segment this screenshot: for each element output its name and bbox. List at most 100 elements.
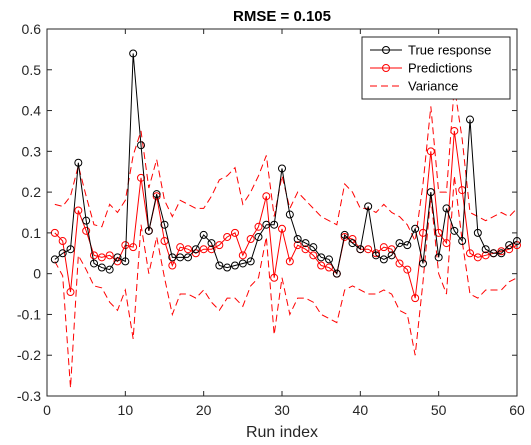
data-point-1 <box>223 232 232 241</box>
x-tick-label: 60 <box>509 402 525 418</box>
data-point-0 <box>513 237 521 246</box>
x-tick-label: 50 <box>431 402 447 418</box>
data-point-1 <box>82 226 91 235</box>
data-point-1 <box>301 245 310 254</box>
data-point-1 <box>66 288 75 297</box>
data-point-0 <box>434 253 443 262</box>
data-point-1 <box>97 253 106 262</box>
data-point-1 <box>379 243 388 252</box>
y-tick-label: -0.2 <box>17 347 41 363</box>
legend-label: Predictions <box>408 61 473 76</box>
data-point-0 <box>473 228 482 237</box>
x-tick-label: 0 <box>43 402 51 418</box>
data-point-0 <box>113 253 122 262</box>
data-point-0 <box>309 243 318 252</box>
data-point-0 <box>105 265 114 274</box>
data-point-0 <box>199 230 208 239</box>
data-point-0 <box>340 230 349 239</box>
data-point-0 <box>285 210 294 219</box>
data-point-1 <box>466 249 474 258</box>
data-point-0 <box>238 259 247 268</box>
data-point-1 <box>207 245 216 254</box>
data-point-0 <box>262 220 271 229</box>
data-point-1 <box>426 147 435 156</box>
data-point-0 <box>395 239 404 248</box>
data-point-0 <box>497 249 506 258</box>
data-point-0 <box>82 216 91 225</box>
data-point-1 <box>309 251 318 260</box>
data-point-0 <box>489 249 498 258</box>
data-point-1 <box>317 261 326 270</box>
data-point-1 <box>176 243 185 252</box>
data-point-0 <box>379 255 388 264</box>
data-point-1 <box>246 235 255 244</box>
data-point-1 <box>238 251 247 260</box>
series-layer <box>50 49 521 388</box>
data-point-0 <box>223 263 232 272</box>
x-axis-title: Run index <box>246 424 318 441</box>
data-point-0 <box>215 261 224 270</box>
data-point-1 <box>262 192 271 201</box>
data-point-1 <box>285 257 294 266</box>
data-point-1 <box>90 251 98 260</box>
data-point-0 <box>301 239 310 248</box>
data-point-0 <box>58 249 67 258</box>
data-point-0 <box>66 245 75 254</box>
data-point-1 <box>513 241 521 250</box>
data-point-0 <box>466 115 474 124</box>
data-point-0 <box>270 220 279 229</box>
data-point-1 <box>395 259 404 268</box>
data-point-1 <box>442 239 451 248</box>
data-point-0 <box>144 226 153 235</box>
legend-swatch-marker <box>382 46 390 54</box>
data-point-0 <box>348 239 357 248</box>
y-tick-label: 0.1 <box>22 225 42 241</box>
data-point-0 <box>129 49 138 58</box>
x-tick-label: 10 <box>118 402 134 418</box>
data-point-1 <box>215 241 224 250</box>
data-point-1 <box>231 228 239 237</box>
data-point-1 <box>278 224 286 233</box>
data-point-0 <box>184 253 192 262</box>
data-point-1 <box>199 245 208 254</box>
data-point-1 <box>364 245 373 254</box>
series-line-0 <box>54 53 518 276</box>
data-point-0 <box>191 245 200 254</box>
series-line-1 <box>54 130 518 299</box>
data-point-1 <box>270 273 279 282</box>
legend-label: True response <box>408 43 491 58</box>
data-point-0 <box>121 257 130 266</box>
y-tick-label: 0.3 <box>22 143 42 159</box>
x-tick-label: 40 <box>353 402 369 418</box>
y-tick-label: 0.6 <box>22 21 42 37</box>
data-point-0 <box>168 253 177 262</box>
data-point-0 <box>90 259 98 268</box>
data-point-0 <box>450 226 459 235</box>
data-point-0 <box>364 202 373 211</box>
data-point-0 <box>246 257 255 266</box>
data-point-1 <box>473 253 482 262</box>
data-point-0 <box>356 245 365 254</box>
data-point-0 <box>160 220 169 229</box>
data-point-1 <box>325 263 333 272</box>
y-tick-label: -0.1 <box>17 306 41 322</box>
y-tick-label: 0.5 <box>22 62 42 78</box>
data-point-1 <box>497 247 506 256</box>
data-point-0 <box>254 232 263 241</box>
x-tick-label: 30 <box>274 402 290 418</box>
data-point-0 <box>293 235 302 244</box>
data-point-1 <box>481 251 490 260</box>
data-point-1 <box>340 232 349 241</box>
data-point-0 <box>207 239 216 248</box>
tick-layer: 0 10 20 30 40 50 60 -0.3 -0.2 -0.1 0 0.1 0.2 0.3 0.4 0.… <box>17 21 525 418</box>
legend: True response Predictions Variance <box>361 36 511 100</box>
y-tick-label: 0.4 <box>22 103 42 119</box>
data-point-0 <box>50 255 59 264</box>
data-point-1 <box>403 265 412 274</box>
data-point-0 <box>372 251 380 260</box>
data-point-1 <box>152 192 161 201</box>
data-point-1 <box>450 126 459 135</box>
data-point-1 <box>372 249 380 258</box>
data-point-0 <box>176 253 185 262</box>
data-point-0 <box>74 158 83 167</box>
